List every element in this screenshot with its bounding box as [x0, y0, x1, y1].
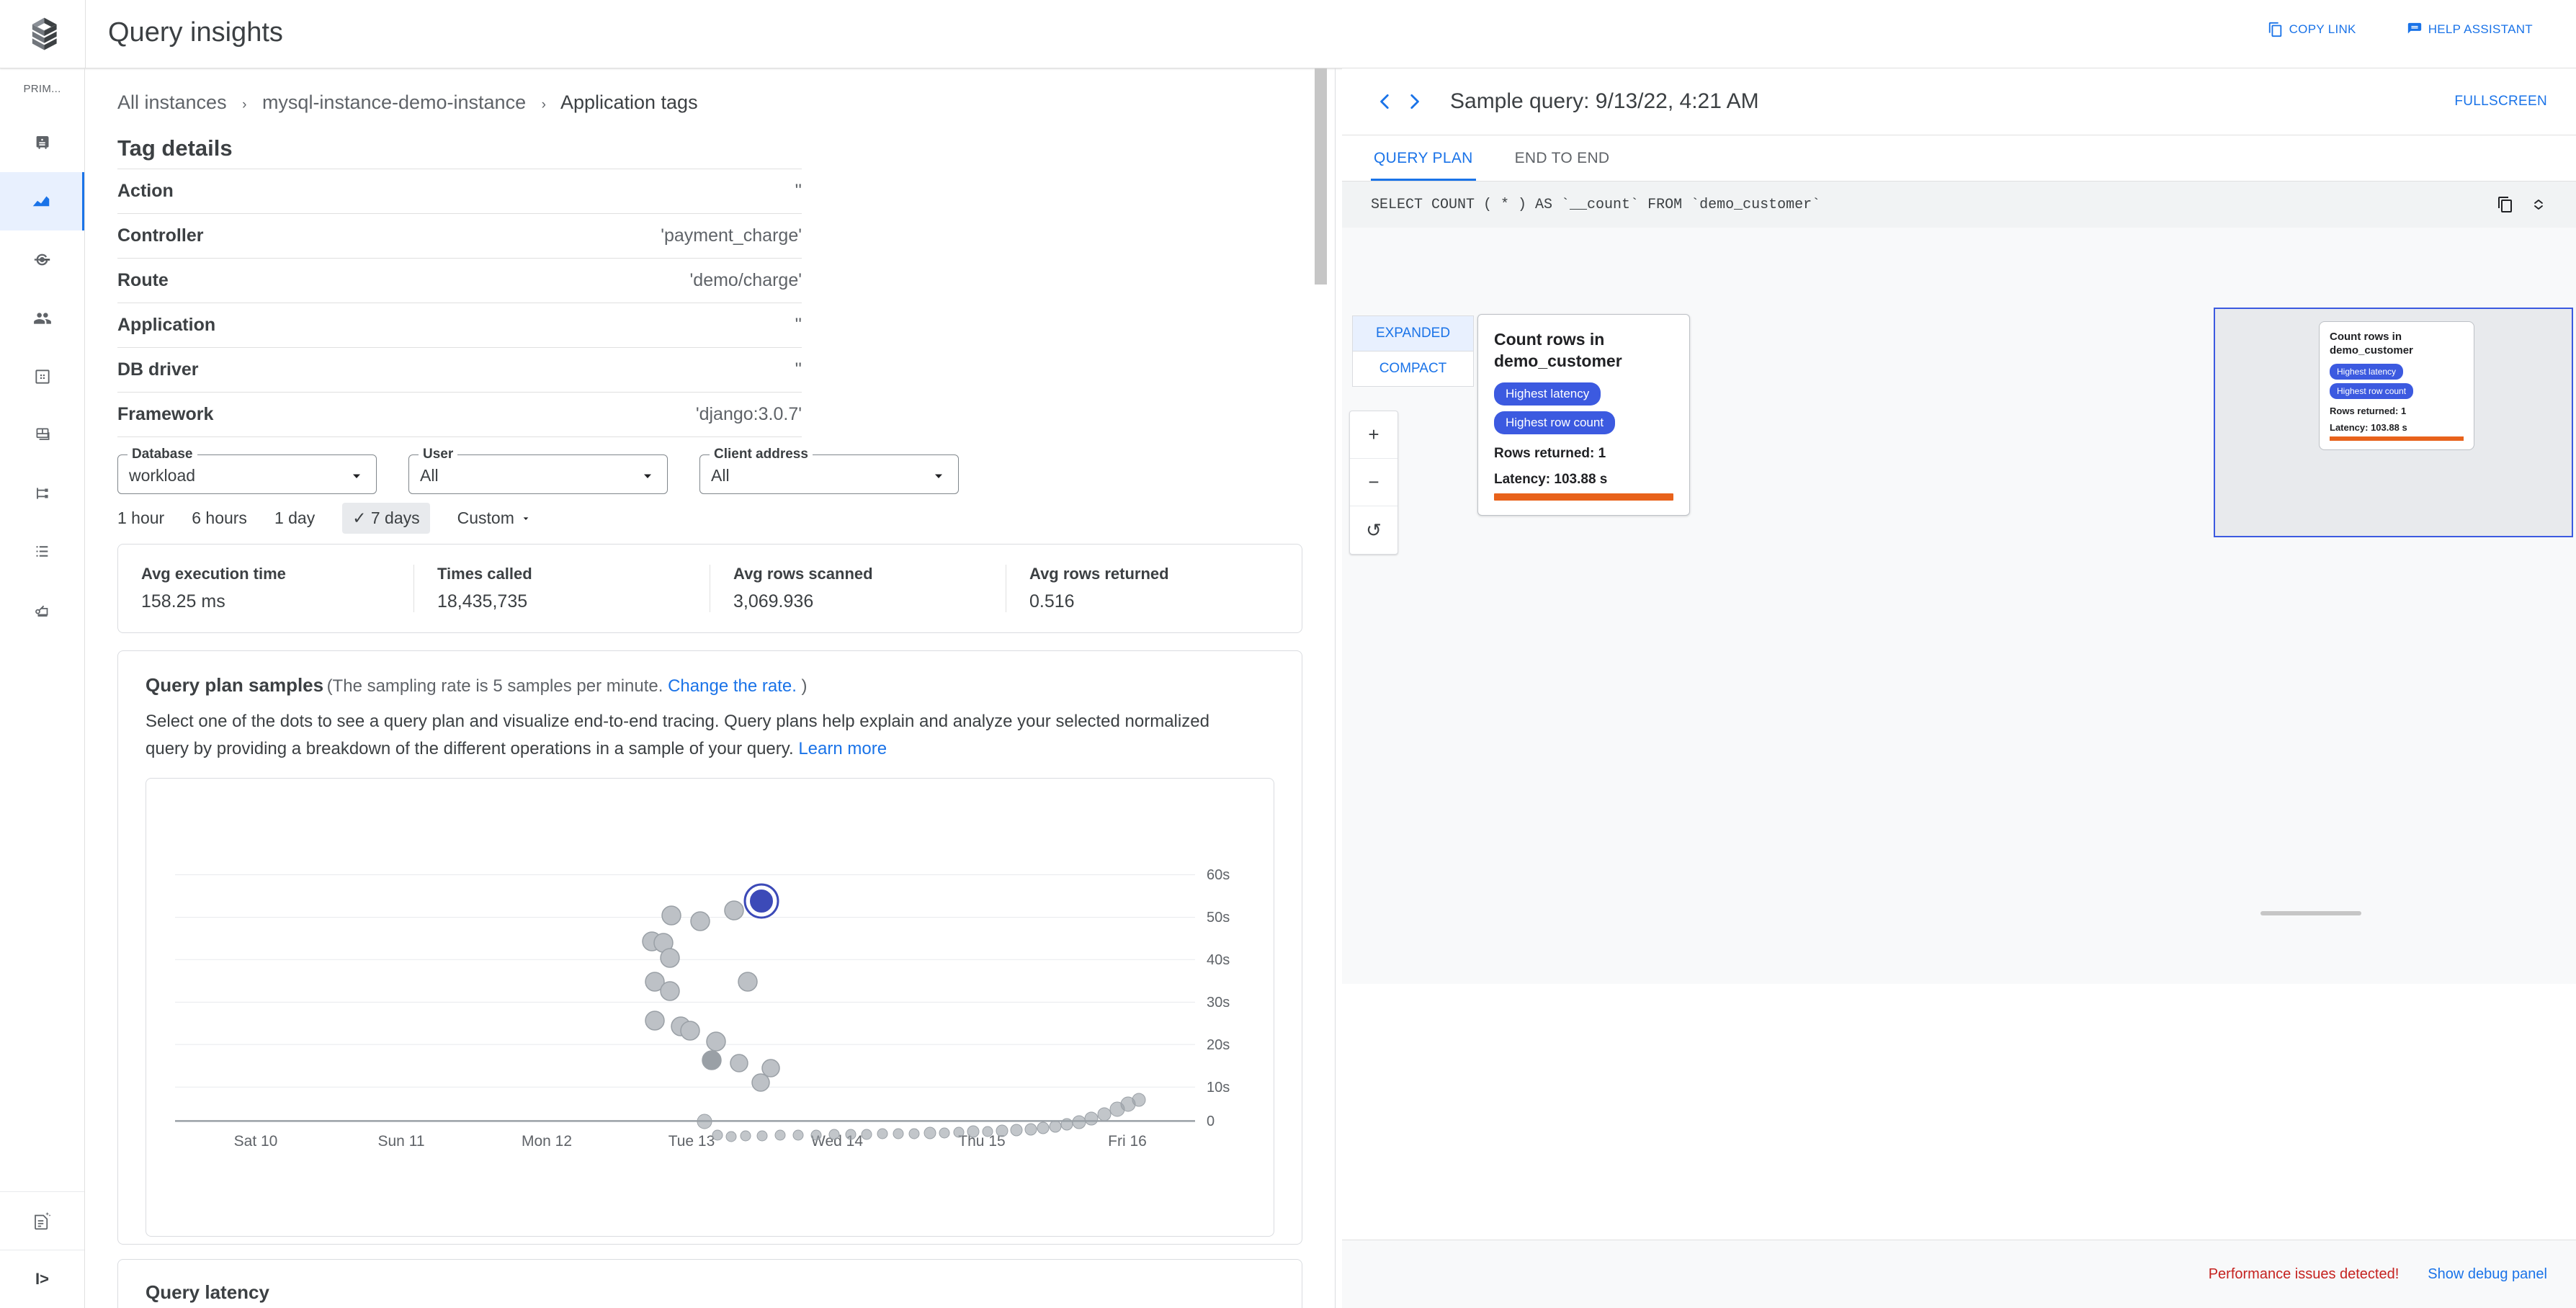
svg-text:Tue 13: Tue 13: [668, 1133, 715, 1150]
svg-text:Sat 10: Sat 10: [234, 1133, 278, 1150]
svg-text:60s: 60s: [1207, 867, 1230, 883]
svg-text:Sun 11: Sun 11: [378, 1133, 425, 1150]
svg-text:0: 0: [1207, 1114, 1215, 1129]
svg-text:40s: 40s: [1207, 952, 1230, 968]
svg-text:10s: 10s: [1207, 1080, 1230, 1096]
svg-text:50s: 50s: [1207, 910, 1230, 926]
svg-text:30s: 30s: [1207, 995, 1230, 1011]
svg-text:Fri 16: Fri 16: [1108, 1133, 1147, 1150]
svg-text:20s: 20s: [1207, 1037, 1230, 1053]
svg-text:Mon 12: Mon 12: [522, 1133, 572, 1150]
